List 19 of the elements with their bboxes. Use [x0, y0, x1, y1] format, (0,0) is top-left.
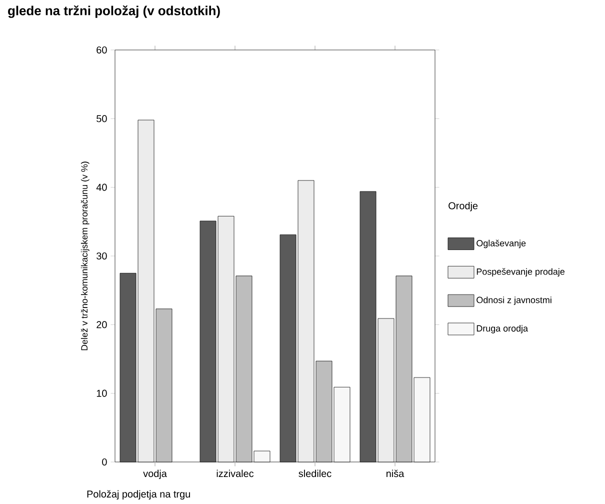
y-tick-label: 40 — [96, 184, 107, 191]
x-tick-label: izzivalec — [216, 470, 254, 478]
x-tick-label: vodja — [143, 470, 167, 480]
y-tick-label: 10 — [96, 390, 107, 397]
y-tick-label: 30 — [96, 252, 107, 260]
legend-title: Orodje — [448, 202, 478, 212]
chart-title: glede na tržni položaj (v odstotkih) — [8, 6, 220, 18]
x-tick-label: niša — [386, 470, 404, 478]
legend-label: Druga orodja — [476, 324, 528, 334]
legend-label: Oglaševanje — [476, 240, 526, 248]
legend-label: Odnosi z javnostmi — [476, 296, 552, 305]
y-tick-label: 50 — [96, 115, 107, 122]
y-tick-label: 20 — [96, 321, 107, 328]
x-axis-title: Položaj podjetja na trgu — [87, 490, 190, 500]
y-tick-label: 60 — [96, 46, 107, 54]
y-axis-title: Delež v tržno-komunikacijskem proračunu (v %) — [80, 162, 90, 350]
y-tick-label: 0 — [102, 458, 107, 466]
legend-label: Pospeševanje prodaje — [476, 268, 564, 277]
x-tick-label: sledilec — [298, 470, 332, 478]
